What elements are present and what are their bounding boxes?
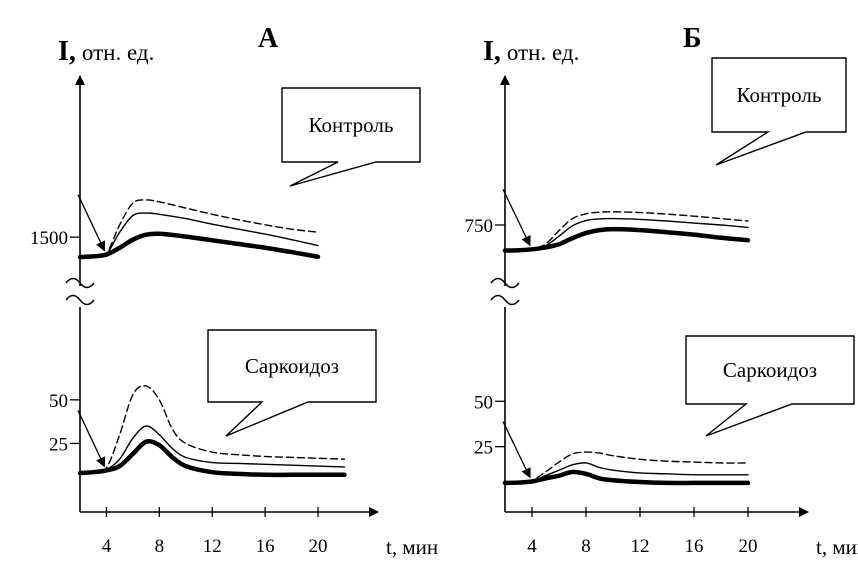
y-axis-title: I, отн. ед.	[58, 36, 154, 67]
series-line-dashed	[504, 211, 749, 252]
series-line-dashed	[79, 385, 346, 474]
y-tick-label: 25	[49, 434, 68, 455]
y-tick-label: 750	[465, 216, 494, 237]
injection-arrow	[77, 410, 106, 468]
x-tick-label: 4	[102, 536, 112, 557]
axis-break-mark	[490, 294, 520, 306]
series-line-thin	[504, 462, 749, 484]
x-tick-label: 20	[739, 536, 758, 557]
y-tick-label: 1500	[30, 228, 68, 249]
callout-label: Саркоидоз	[723, 358, 817, 382]
x-tick-label: 4	[527, 536, 537, 557]
callout-label: Саркоидоз	[245, 354, 339, 378]
callout-label: Контроль	[309, 113, 394, 137]
y-axis-symbol: I,	[58, 36, 76, 67]
series-line-dashed	[79, 199, 319, 258]
x-tick-label: 12	[203, 536, 222, 557]
x-axis-title: t, мин	[816, 535, 858, 559]
x-tick-label: 8	[155, 536, 165, 557]
y-axis-unit: отн. ед.	[507, 40, 579, 65]
x-tick-label: 16	[685, 536, 704, 557]
x-tick-label: 16	[256, 536, 275, 557]
callout-box	[685, 335, 855, 437]
axis-break-mark	[490, 277, 520, 289]
x-axis-title: t, мин	[386, 535, 438, 559]
callout-label: Контроль	[737, 83, 822, 107]
panel-label: А	[258, 23, 279, 54]
callout-box	[711, 57, 847, 166]
series-line-thin	[79, 425, 346, 474]
callout-box	[207, 329, 377, 437]
x-tick-label: 20	[309, 536, 328, 557]
series-line-thick	[77, 439, 347, 478]
y-axis-symbol: I,	[483, 36, 501, 67]
injection-arrow	[77, 194, 106, 252]
axis-break-mark	[65, 294, 95, 306]
y-tick-label: 50	[474, 392, 493, 413]
panel-label: Б	[683, 23, 702, 54]
callout-box	[281, 87, 421, 187]
y-tick-label: 50	[49, 391, 68, 412]
panel-b: Б I,отн. ед. 4 8 12 16 20 t, мин 750 Контроль 50 25…	[465, 23, 858, 559]
injection-arrow	[502, 421, 531, 479]
x-tick-label: 8	[581, 536, 591, 557]
series-line-dashed	[504, 451, 749, 484]
y-axis-title: I, отн. ед.	[483, 36, 579, 67]
y-tick-label: 25	[474, 438, 493, 459]
x-tick-label: 12	[631, 536, 650, 557]
injection-arrow	[502, 189, 531, 247]
panel-a: А I, отн. ед. 4 8 12 16 20 t, мин 1500 Контроль 50 2…	[30, 23, 438, 559]
y-axis-unit: отн. ед.	[82, 40, 154, 65]
axis-break-mark	[65, 277, 95, 289]
